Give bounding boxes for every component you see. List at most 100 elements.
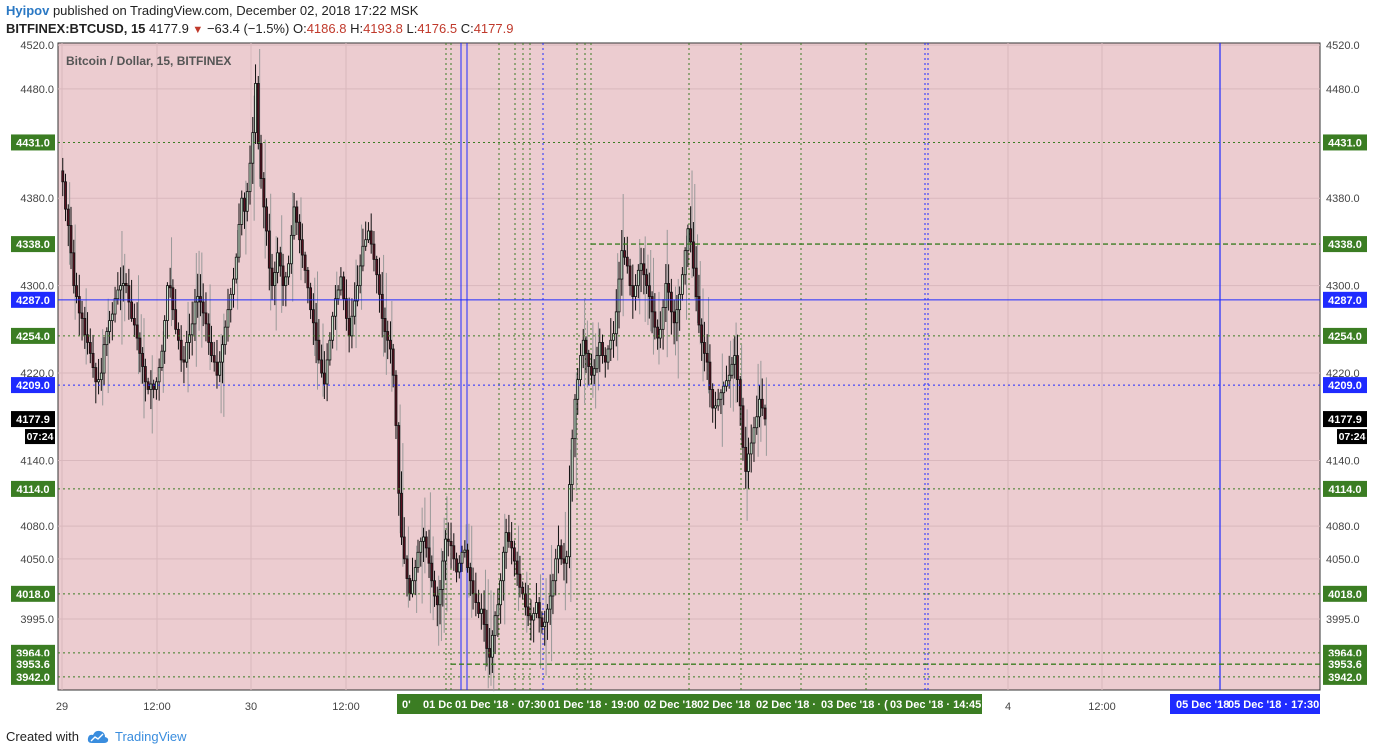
candle-body (116, 289, 120, 300)
candle-body (669, 291, 673, 313)
candle-body (160, 350, 164, 368)
level-label-left-box (11, 134, 55, 151)
candle-body (725, 380, 728, 387)
candle-body (132, 318, 136, 326)
candle-body (749, 442, 753, 455)
candle-body (557, 545, 560, 560)
candle-body (402, 536, 406, 560)
candle-body (653, 311, 657, 328)
candle-body (463, 549, 467, 553)
candle-body (496, 604, 500, 617)
candle-body (424, 536, 428, 549)
candle-body (364, 239, 368, 247)
candle-body (504, 532, 508, 553)
level-label-right: 4431.0 (1328, 137, 1362, 149)
candle-body (433, 580, 436, 597)
candle-body (562, 558, 566, 564)
candle-body (94, 367, 98, 383)
candle-body (535, 602, 538, 614)
close-label: C: (460, 21, 474, 36)
level-label-right: 3953.6 (1328, 659, 1362, 671)
candle-body (614, 311, 618, 335)
candle-body (199, 296, 202, 303)
publish-info: published on TradingView.com, December 0… (49, 3, 419, 18)
level-label-left-box (11, 668, 55, 685)
candle-body (650, 296, 654, 313)
candle-body (196, 296, 200, 303)
level-label-right-box (1323, 480, 1367, 497)
candle-body (524, 593, 527, 608)
symbol-name: BITFINEX:BTCUSD, 15 (6, 21, 146, 36)
candle-body (526, 606, 530, 617)
candle-body (427, 547, 431, 564)
candle-body (449, 540, 453, 547)
candle-body (736, 355, 739, 381)
candle-body (232, 278, 235, 295)
candle-body (61, 170, 65, 183)
candle-body (367, 230, 370, 241)
candle-body (512, 547, 516, 562)
candle-body (375, 258, 379, 276)
y-tick-label-right: 4520.0 (1326, 40, 1360, 52)
candle-body (64, 181, 67, 210)
candle-body (482, 608, 486, 625)
candle-body (273, 272, 277, 287)
candle-body (342, 276, 346, 300)
candle-body (369, 230, 373, 245)
candle-body (595, 355, 599, 370)
candle-body (215, 361, 219, 376)
candle-body (675, 309, 679, 324)
high-value: 4193.8 (363, 21, 403, 36)
candle-body (537, 602, 541, 619)
candle-body (262, 178, 266, 208)
candle-body (149, 383, 153, 390)
candle-body (548, 595, 552, 610)
time-label-green: 01 Dc (423, 699, 452, 711)
author-name[interactable]: Hyipov (6, 3, 50, 18)
candle-body (499, 580, 503, 606)
candle-body (686, 228, 690, 252)
close-value: 4177.9 (473, 21, 514, 36)
candle-body (177, 328, 180, 341)
candle-body (152, 383, 156, 390)
candle-body (581, 339, 585, 356)
candle-body (672, 311, 676, 324)
candle-body (716, 398, 720, 407)
candle-body (356, 285, 359, 302)
low-value: 4176.5 (417, 21, 458, 36)
candle-body (667, 283, 671, 293)
candle-body (182, 359, 186, 363)
candle-body (284, 276, 288, 287)
candle-body (411, 580, 414, 595)
candle-body (179, 339, 183, 361)
cloud-icon (87, 730, 109, 743)
candle-body (515, 560, 519, 575)
level-label-right-box (1323, 291, 1367, 308)
candle-body (292, 206, 296, 236)
candle-body (510, 540, 514, 549)
candle-body (345, 298, 348, 319)
candle-body (460, 551, 464, 564)
candle-body (590, 366, 593, 376)
candle-body (276, 252, 279, 273)
candle-body (601, 342, 604, 356)
candle-body (722, 385, 726, 394)
candle-body (166, 285, 169, 321)
candle-body (408, 578, 412, 595)
y-tick-label-right: 4300.0 (1326, 281, 1360, 293)
time-label-bar-green (397, 694, 982, 714)
candle-body (245, 191, 249, 212)
candle-body (80, 312, 84, 319)
candle-body (623, 250, 626, 258)
level-label-left-box (11, 585, 55, 602)
candle-body (86, 334, 89, 343)
candle-body (438, 589, 442, 606)
level-label-left: 4338.0 (16, 239, 50, 251)
candle-body (755, 416, 759, 429)
tradingview-link[interactable]: TradingView (87, 729, 187, 744)
candle-body (703, 342, 706, 354)
candle-body (661, 307, 665, 330)
x-tick-label: 30 (245, 701, 257, 713)
candle-body (422, 536, 425, 542)
